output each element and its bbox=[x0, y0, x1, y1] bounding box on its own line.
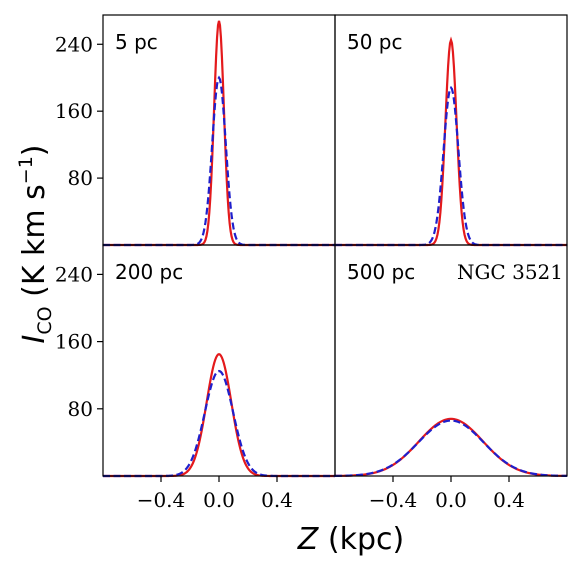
panel-label: 5 pc bbox=[115, 30, 158, 54]
y-tick-label: 240 bbox=[55, 262, 93, 286]
y-tick-label: 80 bbox=[68, 166, 93, 190]
series-line-dashed bbox=[103, 369, 335, 478]
series-line-dashed bbox=[334, 419, 568, 477]
series-line-solid bbox=[334, 417, 568, 478]
series-line-dashed bbox=[103, 75, 335, 247]
x-tick-label: 0.0 bbox=[203, 488, 235, 512]
series-line-solid bbox=[103, 353, 335, 478]
panel-label: 500 pc bbox=[347, 260, 415, 284]
x-tick-label: 0.0 bbox=[435, 488, 467, 512]
x-tick-label: 0.4 bbox=[493, 488, 525, 512]
y-tick-label: 160 bbox=[55, 99, 93, 123]
x-tick-label: −0.4 bbox=[137, 488, 186, 512]
panel-label: 200 pc bbox=[115, 260, 183, 284]
panel-group: 80 160 240 5 pc 50 pc 80 160 240 −0.4 0.0 0.4 200 p… bbox=[55, 14, 568, 512]
y-tick-label: 80 bbox=[68, 397, 93, 421]
panel-3: 80 160 240 −0.4 0.0 0.4 200 pc bbox=[55, 244, 336, 512]
series-line-solid bbox=[335, 36, 567, 247]
panel-2: 50 pc bbox=[334, 14, 568, 247]
x-tick-label: 0.4 bbox=[261, 488, 293, 512]
y-tick-label: 160 bbox=[55, 330, 93, 354]
panel-1: 80 160 240 5 pc bbox=[55, 14, 336, 247]
y-axis-label: ICO (K km s−1) bbox=[15, 144, 56, 343]
series-line-solid bbox=[103, 20, 335, 247]
x-tick-label: −0.4 bbox=[369, 488, 418, 512]
galaxy-annotation: NGC 3521 bbox=[457, 260, 563, 284]
y-tick-label: 240 bbox=[55, 32, 93, 56]
panel-4: −0.4 0.0 0.4 500 pc NGC 3521 bbox=[334, 244, 568, 512]
series-line-dashed bbox=[335, 85, 567, 247]
x-axis-label: Z (kpc) bbox=[297, 522, 404, 557]
panel-label: 50 pc bbox=[347, 30, 403, 54]
